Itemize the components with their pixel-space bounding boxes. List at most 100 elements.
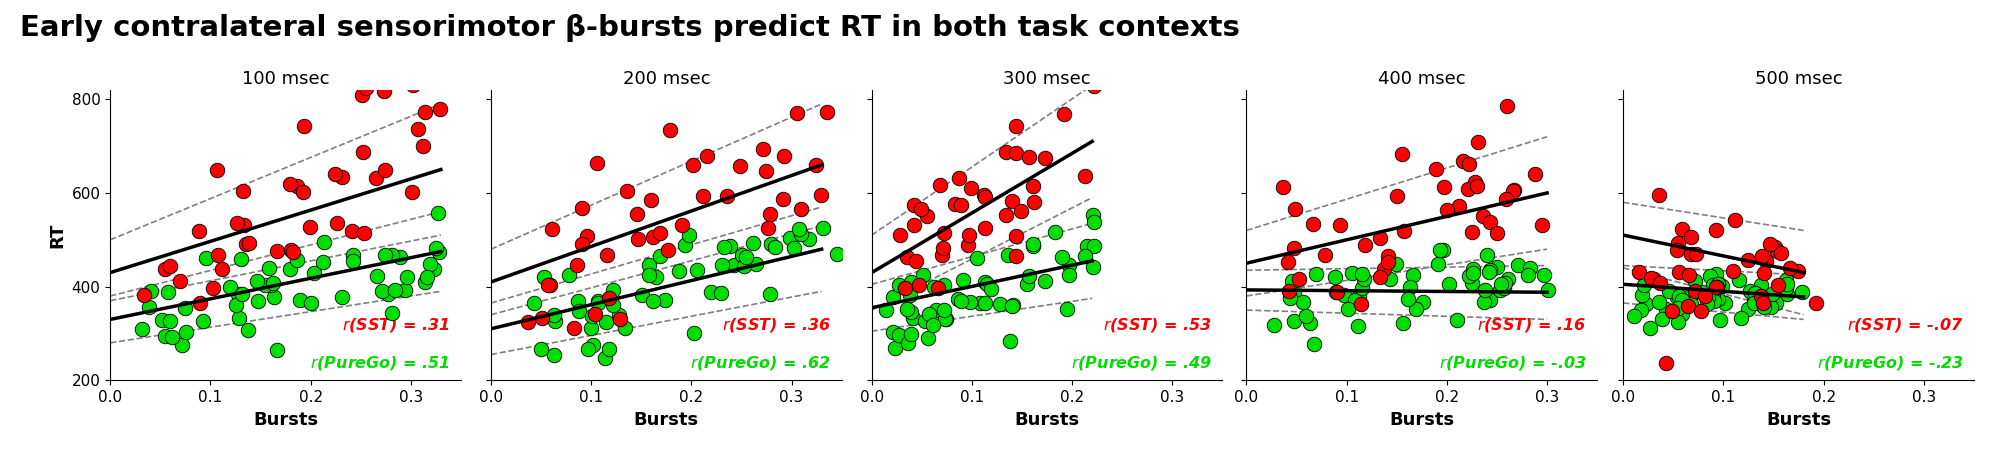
Point <box>1485 280 1517 287</box>
Point <box>571 232 603 240</box>
Point <box>912 334 944 342</box>
Point <box>325 294 357 301</box>
Point <box>1754 240 1786 248</box>
Point <box>337 257 369 265</box>
Point <box>778 245 810 252</box>
Point <box>1018 182 1050 189</box>
Point <box>537 351 569 359</box>
Point <box>768 195 800 203</box>
Point <box>1453 160 1485 168</box>
Point <box>1371 252 1403 260</box>
Point <box>525 314 557 321</box>
Point <box>996 197 1028 204</box>
Point <box>589 354 621 361</box>
Point <box>894 292 926 299</box>
Point <box>1363 234 1395 242</box>
Point <box>148 333 180 340</box>
Point <box>1393 284 1425 291</box>
Point <box>232 327 265 334</box>
Point <box>397 81 429 88</box>
Point <box>563 308 595 315</box>
Point <box>1070 172 1102 179</box>
Point <box>220 301 253 309</box>
Point <box>581 299 613 307</box>
Point <box>786 230 818 238</box>
Point <box>200 166 232 173</box>
Point <box>916 321 948 329</box>
Point <box>1762 281 1794 288</box>
Point <box>132 303 164 310</box>
Point <box>944 297 976 305</box>
Point <box>1527 272 1559 279</box>
Point <box>565 241 597 248</box>
Point <box>1339 296 1371 304</box>
Point <box>1329 291 1361 299</box>
Point <box>1291 312 1323 319</box>
Point <box>677 329 709 337</box>
Point <box>1054 272 1086 279</box>
Point <box>1655 307 1687 314</box>
Point <box>637 233 669 241</box>
Point <box>782 109 814 117</box>
Point <box>920 307 952 314</box>
Point <box>884 332 916 339</box>
Point <box>1491 195 1523 202</box>
Point <box>1635 275 1667 282</box>
Point <box>1279 205 1311 213</box>
Point <box>561 261 593 269</box>
Point <box>1627 281 1659 288</box>
Point <box>1321 288 1353 296</box>
Point <box>968 191 1000 199</box>
Point <box>1623 269 1655 276</box>
Point <box>1054 261 1086 269</box>
Point <box>1367 265 1399 272</box>
Point <box>391 273 423 281</box>
Point <box>1345 301 1377 308</box>
Point <box>379 286 411 293</box>
Point <box>1010 280 1042 288</box>
Point <box>990 211 1022 219</box>
Point <box>1685 307 1717 315</box>
Point <box>1731 256 1764 263</box>
Point <box>253 265 285 272</box>
Point <box>786 205 818 212</box>
Point <box>691 153 723 160</box>
Point <box>1745 301 1778 308</box>
Point <box>870 306 902 313</box>
Point <box>904 281 936 289</box>
Point <box>878 329 910 336</box>
Title: 200 msec: 200 msec <box>623 71 709 89</box>
Text: $r$(SST) = .53: $r$(SST) = .53 <box>1102 316 1212 334</box>
Point <box>968 278 1000 286</box>
Point <box>942 296 974 303</box>
Point <box>1756 303 1788 311</box>
Point <box>1663 304 1695 311</box>
Point <box>1279 318 1311 325</box>
Point <box>577 342 609 349</box>
Title: 500 msec: 500 msec <box>1756 71 1842 89</box>
Point <box>287 188 319 195</box>
Point <box>1737 300 1770 307</box>
Point <box>285 296 317 304</box>
Point <box>421 210 453 217</box>
Point <box>230 240 263 248</box>
Point <box>419 244 451 252</box>
Point <box>1283 275 1315 283</box>
Point <box>723 162 756 170</box>
Point <box>1393 295 1425 302</box>
Point <box>687 192 719 199</box>
Point <box>1032 55 1064 62</box>
Point <box>1489 284 1521 292</box>
Point <box>1661 293 1693 300</box>
Text: $r$(SST) = .36: $r$(SST) = .36 <box>721 316 832 334</box>
Point <box>747 146 780 153</box>
Point <box>1473 296 1505 304</box>
Point <box>1747 269 1780 277</box>
Point <box>1473 218 1505 225</box>
Point <box>952 242 984 249</box>
Point <box>377 251 409 259</box>
Point <box>1463 138 1495 146</box>
Point <box>1407 298 1439 306</box>
Point <box>1653 288 1685 295</box>
Point <box>942 175 974 182</box>
